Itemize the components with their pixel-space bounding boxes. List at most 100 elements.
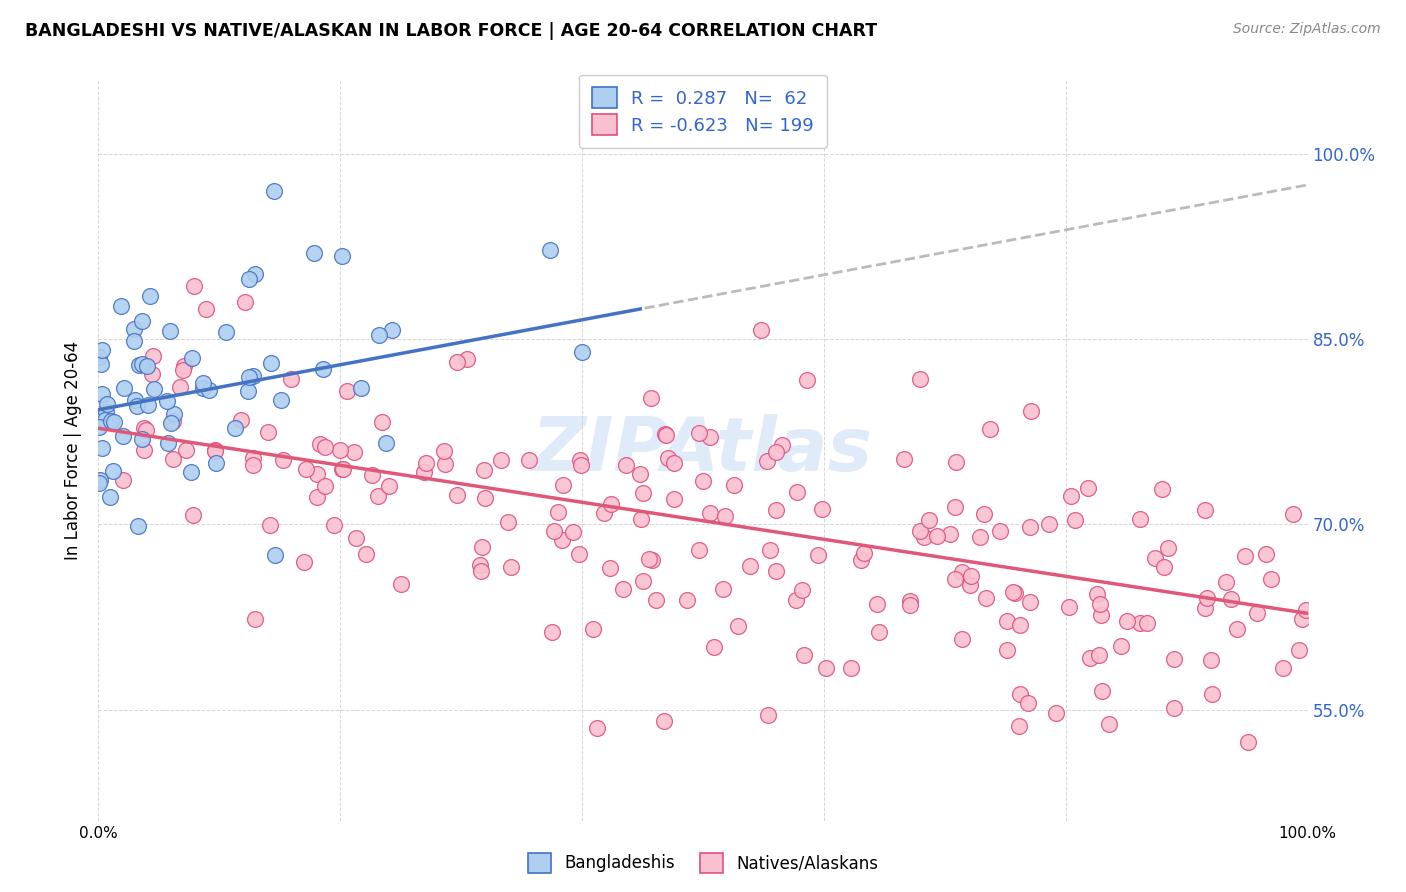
Point — [263, 548, 285, 562]
Point — [198, 383, 221, 397]
Point — [90, 442, 112, 456]
Point — [1153, 559, 1175, 574]
Point — [599, 561, 621, 575]
Point — [644, 592, 666, 607]
Point — [630, 512, 652, 526]
Point — [945, 455, 967, 469]
Point — [1045, 706, 1067, 721]
Point — [100, 414, 122, 428]
Point — [1150, 482, 1173, 496]
Point — [1201, 687, 1223, 701]
Point — [662, 492, 685, 507]
Point — [332, 462, 354, 476]
Point — [307, 467, 329, 481]
Point — [233, 294, 256, 309]
Y-axis label: In Labor Force | Age 20-64: In Labor Force | Age 20-64 — [65, 341, 83, 560]
Point — [614, 458, 637, 472]
Point — [169, 380, 191, 394]
Point — [592, 506, 614, 520]
Point — [381, 323, 404, 337]
Point — [162, 414, 184, 428]
Point — [839, 661, 862, 675]
Point — [1128, 512, 1150, 526]
Point — [180, 351, 202, 365]
Point — [193, 376, 215, 390]
Point — [1077, 481, 1099, 495]
Point — [136, 398, 159, 412]
Point — [470, 564, 492, 578]
Point — [90, 387, 112, 401]
Point — [1157, 541, 1180, 555]
Point — [413, 466, 436, 480]
Point — [540, 624, 562, 639]
Point — [640, 391, 662, 405]
Point — [699, 506, 721, 520]
Point — [1163, 652, 1185, 666]
Point — [94, 413, 117, 427]
Point — [156, 394, 179, 409]
Point — [866, 597, 889, 611]
Point — [360, 468, 382, 483]
Point — [1199, 653, 1222, 667]
Point — [950, 565, 973, 579]
Point — [125, 399, 148, 413]
Point — [765, 445, 787, 459]
Point — [1091, 684, 1114, 698]
Point — [1291, 612, 1313, 626]
Text: BANGLADESHI VS NATIVE/ALASKAN IN LABOR FORCE | AGE 20-64 CORRELATION CHART: BANGLADESHI VS NATIVE/ALASKAN IN LABOR F… — [25, 22, 877, 40]
Point — [1220, 591, 1243, 606]
Point — [631, 486, 654, 500]
Point — [136, 359, 159, 374]
Point — [243, 612, 266, 626]
Point — [785, 593, 807, 607]
Point — [292, 555, 315, 569]
Point — [756, 454, 779, 468]
Point — [474, 491, 496, 506]
Point — [270, 392, 292, 407]
Point — [950, 632, 973, 646]
Point — [496, 515, 519, 529]
Point — [224, 420, 246, 434]
Point — [770, 438, 793, 452]
Point — [945, 572, 967, 586]
Point — [1260, 572, 1282, 586]
Point — [314, 479, 336, 493]
Point — [974, 591, 997, 605]
Point — [415, 456, 437, 470]
Point — [688, 425, 710, 440]
Point — [969, 530, 991, 544]
Point — [1038, 517, 1060, 532]
Point — [302, 246, 325, 260]
Point — [238, 272, 260, 286]
Point — [191, 381, 214, 395]
Point — [236, 384, 259, 399]
Text: ZIPAtlas: ZIPAtlas — [533, 414, 873, 487]
Point — [204, 456, 226, 470]
Point — [98, 491, 121, 505]
Point — [343, 445, 366, 459]
Point — [1226, 622, 1249, 636]
Point — [329, 443, 352, 458]
Point — [960, 569, 983, 583]
Point — [1010, 618, 1032, 632]
Point — [551, 533, 574, 547]
Point — [87, 350, 110, 364]
Point — [562, 524, 585, 539]
Point — [159, 324, 181, 338]
Point — [1194, 502, 1216, 516]
Point — [585, 722, 607, 736]
Point — [271, 453, 294, 467]
Point — [446, 355, 468, 369]
Point — [893, 451, 915, 466]
Point — [134, 421, 156, 435]
Point — [657, 450, 679, 465]
Point — [655, 428, 678, 442]
Point — [1060, 489, 1083, 503]
Point — [641, 553, 664, 567]
Point — [811, 501, 834, 516]
Point — [446, 488, 468, 502]
Point — [456, 351, 478, 366]
Point — [1018, 520, 1040, 534]
Point — [96, 397, 118, 411]
Point — [350, 381, 373, 395]
